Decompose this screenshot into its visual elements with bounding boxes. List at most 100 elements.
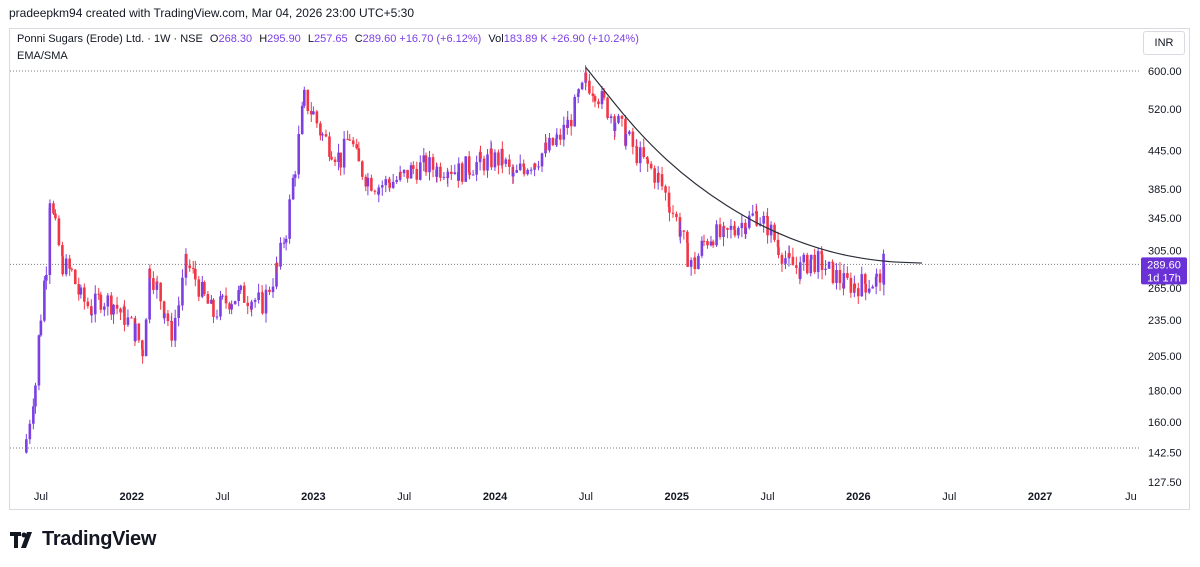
candle-body	[250, 301, 253, 310]
candle-body	[711, 241, 715, 246]
candle-body	[762, 215, 765, 224]
low-label: L	[307, 33, 314, 45]
candle-body	[106, 295, 110, 307]
candle-body	[337, 152, 340, 163]
candle-body	[246, 302, 250, 307]
candle-body	[83, 287, 86, 302]
candle-body	[613, 122, 617, 131]
candle-body	[602, 91, 606, 98]
candle-body	[464, 156, 468, 182]
candle-body	[493, 152, 497, 168]
candle-body	[540, 153, 544, 167]
candle-body	[130, 317, 133, 319]
candle-body	[364, 176, 368, 187]
indicator-label[interactable]: EMA/SMA	[17, 50, 68, 62]
price-axis-tick: 180.00	[1148, 386, 1182, 398]
candle-body	[134, 323, 137, 341]
candle-body	[548, 137, 551, 151]
candle-body	[284, 238, 288, 243]
candle-body	[197, 279, 201, 297]
candle-body	[795, 265, 798, 268]
candle-body	[141, 340, 144, 350]
currency-button[interactable]: INR	[1143, 31, 1185, 55]
candle-body	[303, 89, 306, 106]
candle-body	[25, 439, 28, 453]
candle-body	[312, 111, 315, 115]
candle-body	[399, 172, 402, 174]
price-axis-tick: 127.50	[1148, 477, 1182, 489]
chart-pane[interactable]	[9, 28, 1190, 510]
candle-body	[715, 224, 718, 246]
candle-body	[702, 240, 706, 242]
candle-body	[566, 119, 570, 128]
candle-body	[591, 93, 595, 97]
candle-body	[606, 97, 609, 119]
candle-body	[773, 224, 776, 240]
candle-body	[580, 82, 584, 90]
candle-body	[671, 212, 675, 214]
candle-body	[330, 156, 333, 160]
time-axis-tick: Jul	[34, 491, 48, 503]
time-axis-tick: Jul	[397, 491, 411, 503]
candle-body	[221, 295, 224, 297]
time-axis-tick: 2024	[483, 491, 508, 503]
candle-body	[755, 211, 758, 226]
current-price-tag	[1141, 257, 1187, 285]
candle-body	[73, 269, 77, 285]
symbol-label[interactable]: Ponni Sugars (Erode) Ltd. · 1W · NSE	[17, 33, 203, 45]
candle-body	[559, 134, 562, 140]
candle-body	[288, 199, 291, 239]
price-axis-tick: 345.00	[1148, 213, 1182, 225]
candle-body	[257, 292, 260, 301]
candle-body	[450, 171, 453, 175]
candle-body	[871, 286, 874, 289]
candle-body	[439, 166, 442, 178]
time-axis-tick: Ju	[1125, 491, 1137, 503]
candle-body	[642, 147, 646, 158]
candle-body	[846, 273, 849, 278]
open-label: O	[209, 33, 219, 45]
candle-body	[635, 146, 639, 164]
candle-body	[346, 138, 349, 140]
candle-body	[682, 230, 686, 232]
candle-body	[45, 274, 48, 281]
candle-body	[264, 289, 268, 314]
candle-body	[275, 263, 278, 287]
candle-body	[709, 241, 713, 246]
candle-body	[668, 207, 671, 213]
candle-body	[70, 268, 74, 270]
candle-body	[555, 134, 559, 139]
candle-body	[468, 172, 471, 175]
candle-body	[206, 293, 210, 304]
candle-body	[831, 262, 835, 283]
candle-body	[32, 406, 35, 424]
candle-body	[679, 230, 682, 237]
candle-body	[798, 262, 802, 279]
resistance-trendline	[585, 67, 923, 264]
candle-body	[471, 174, 475, 176]
candle-body	[486, 154, 489, 171]
candle-body	[148, 268, 152, 279]
candle-body	[242, 285, 246, 303]
candle-body	[638, 147, 642, 164]
candle-body	[282, 242, 286, 244]
candle-body	[740, 222, 744, 229]
candle-body	[838, 270, 842, 284]
candle-body	[744, 227, 748, 234]
candle-body	[309, 110, 313, 115]
candle-body	[864, 283, 867, 293]
candle-body	[780, 255, 784, 264]
candle-body	[239, 285, 243, 291]
candle-body	[328, 136, 331, 157]
candle-body	[777, 247, 780, 256]
candle-body	[584, 72, 588, 81]
candle-body	[54, 213, 57, 219]
candle-body	[39, 320, 43, 336]
candle-body	[342, 138, 346, 168]
candle-body	[366, 177, 370, 187]
candle-body	[357, 148, 361, 162]
candle-body	[103, 306, 106, 310]
current-price-value: 289.60	[1147, 259, 1181, 271]
candle-body	[68, 258, 71, 269]
